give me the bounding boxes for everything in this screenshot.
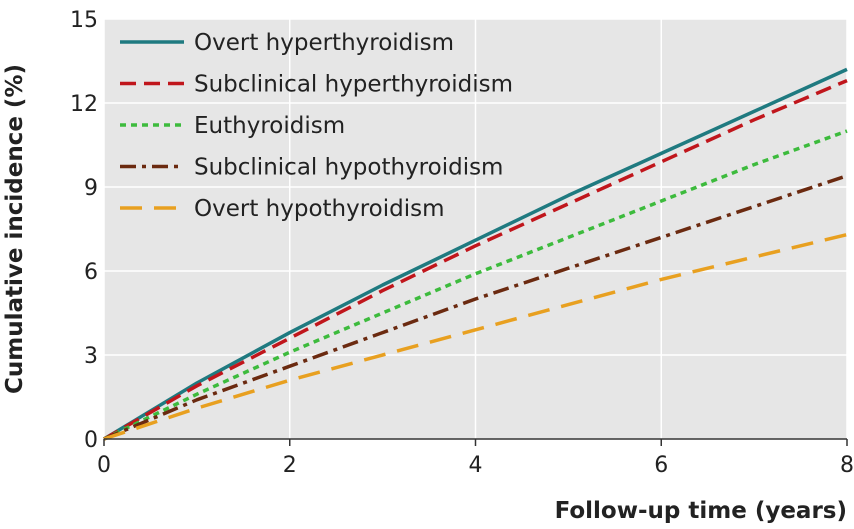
y-axis-title: Cumulative incidence (%) xyxy=(2,64,28,394)
legend-label-4: Overt hypothyroidism xyxy=(194,196,445,222)
series-line-1 xyxy=(103,78,848,441)
series-line-2 xyxy=(103,129,848,441)
legend-label-3: Subclinical hypothyroidism xyxy=(194,155,503,181)
x-axis-title: Follow-up time (years) xyxy=(555,498,847,524)
grid xyxy=(103,18,848,440)
y-tick-label: 15 xyxy=(70,8,98,33)
y-tick-label: 0 xyxy=(84,428,98,453)
y-tick-label: 3 xyxy=(84,344,98,369)
y-tick-label: 6 xyxy=(84,260,98,285)
x-tick-label: 2 xyxy=(283,453,297,478)
series-lines xyxy=(103,67,848,441)
y-ticks: 0 3 6 9 12 15 xyxy=(70,8,98,453)
legend-label-0: Overt hyperthyroidism xyxy=(194,30,454,56)
legend-label-2: Euthyroidism xyxy=(194,113,345,139)
legend-label-1: Subclinical hyperthyroidism xyxy=(194,72,513,98)
y-tick-label: 9 xyxy=(84,176,98,201)
series-line-4 xyxy=(103,232,848,441)
legend: Overt hyperthyroidism Subclinical hyperth… xyxy=(120,30,513,222)
y-tick-label: 12 xyxy=(70,92,98,117)
series-line-3 xyxy=(103,174,848,441)
x-tick-label: 6 xyxy=(654,453,668,478)
x-tick-label: 4 xyxy=(469,453,483,478)
series-line-0 xyxy=(103,67,848,441)
x-tick-label: 8 xyxy=(840,453,854,478)
x-tick-label: 0 xyxy=(97,453,111,478)
x-ticks: 0 2 4 6 8 xyxy=(97,439,854,478)
